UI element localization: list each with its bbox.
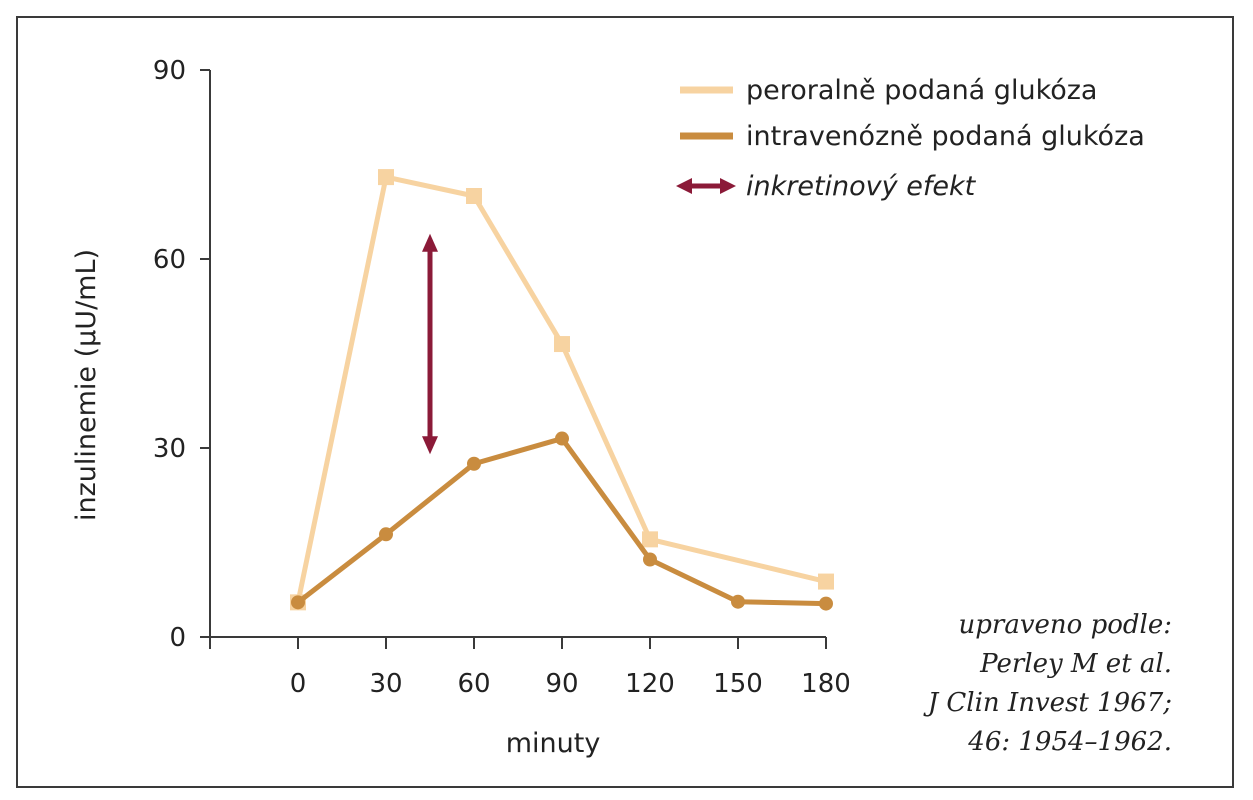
y-tick-label: 90 <box>153 56 186 86</box>
x-tick-label: 180 <box>801 669 851 699</box>
x-tick-label: 150 <box>713 669 763 699</box>
data-point <box>378 169 394 186</box>
y-tick-label: 30 <box>153 434 186 464</box>
y-tick-label: 0 <box>169 623 186 653</box>
x-tick-label: 30 <box>369 669 402 699</box>
data-point <box>467 456 481 471</box>
source-line-4: 46: 1954–1962. <box>967 727 1172 757</box>
data-point <box>643 552 657 567</box>
legend-arrow-incretin <box>676 178 736 194</box>
chart-frame <box>16 16 1234 788</box>
series-line-1 <box>296 436 827 607</box>
data-point <box>554 336 570 353</box>
y-tick-label: 60 <box>153 245 186 275</box>
x-axis-label: minuty <box>506 728 601 759</box>
source-line-3: J Clin Invest 1967; <box>923 688 1172 718</box>
legend: peroralně podaná glukóza intravenózně po… <box>676 75 1145 202</box>
legend-label-intravenous: intravenózně podaná glukóza <box>746 121 1145 152</box>
data-point <box>731 594 745 609</box>
y-axis-label: inzulinemie (µU/mL) <box>71 249 102 521</box>
source-line-2: Perley M et al. <box>979 649 1172 679</box>
incretin-effect-arrow <box>422 233 438 455</box>
x-tick-label: 90 <box>545 669 578 699</box>
data-point <box>291 595 305 610</box>
data-point <box>819 596 833 611</box>
series-line-0 <box>295 174 827 603</box>
legend-label-incretin: inkretinový efekt <box>746 171 977 202</box>
series-layer <box>290 169 834 611</box>
x-tick-label: 0 <box>290 669 307 699</box>
data-point <box>818 573 834 590</box>
data-point <box>466 188 482 204</box>
legend-label-peroral: peroralně podaná glukóza <box>746 75 1097 106</box>
source-line-1: upraveno podle: <box>959 610 1172 640</box>
axes: 0 30 60 90 0 30 60 90 120 150 180 <box>153 56 851 699</box>
x-tick-label: 60 <box>457 669 490 699</box>
data-point <box>379 527 393 542</box>
annotation-layer <box>422 233 438 455</box>
x-tick-label: 120 <box>625 669 675 699</box>
source-note: upraveno podle: Perley M et al. J Clin I… <box>923 610 1172 757</box>
data-point <box>555 431 569 446</box>
data-point <box>642 531 658 548</box>
